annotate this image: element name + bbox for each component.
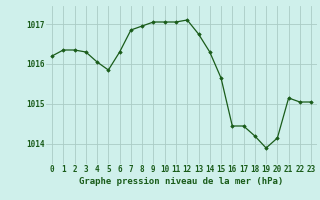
X-axis label: Graphe pression niveau de la mer (hPa): Graphe pression niveau de la mer (hPa) — [79, 177, 284, 186]
